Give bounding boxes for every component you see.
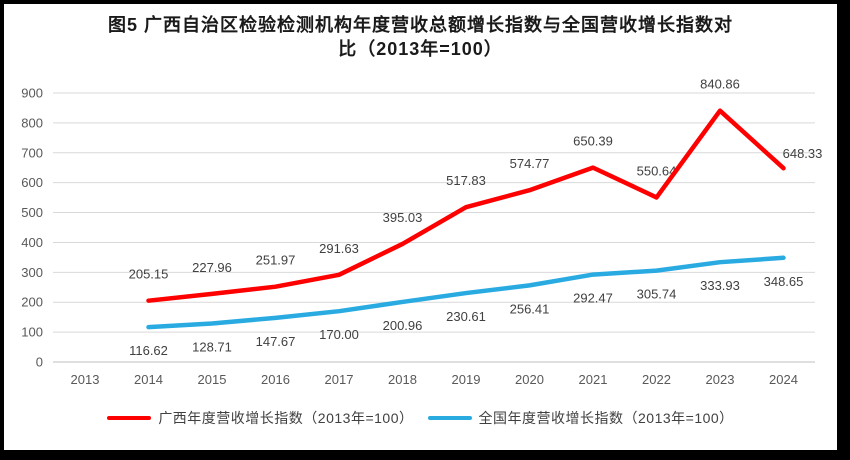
- data-label: 574.77: [510, 156, 550, 171]
- data-label: 128.71: [192, 340, 232, 355]
- x-tick-label: 2020: [515, 372, 544, 387]
- data-label: 348.65: [764, 274, 804, 289]
- data-label: 170.00: [319, 327, 359, 342]
- data-label: 251.97: [256, 253, 296, 268]
- x-tick-label: 2018: [388, 372, 417, 387]
- chart-title-line1: 图5 广西自治区检验检测机构年度营收总额增长指数与全国营收增长指数对: [107, 15, 733, 35]
- y-tick-label: 800: [21, 115, 43, 130]
- y-tick-label: 500: [21, 205, 43, 220]
- legend-label-guangxi: 广西年度营收增长指数（2013年=100）: [158, 410, 414, 426]
- data-label: 227.96: [192, 260, 232, 275]
- legend-item-national: 全国年度营收增长指数（2013年=100）: [427, 408, 734, 428]
- x-tick-label: 2023: [706, 372, 735, 387]
- data-label: 147.67: [256, 334, 296, 349]
- data-label: 291.63: [319, 241, 359, 256]
- chart-title: 图5 广西自治区检验检测机构年度营收总额增长指数与全国营收增长指数对 比（201…: [32, 13, 809, 61]
- data-label: 840.86: [700, 77, 740, 92]
- y-tick-label: 300: [21, 265, 43, 280]
- series-line-0: [146, 108, 786, 303]
- y-tick-label: 100: [21, 325, 43, 340]
- x-tick-label: 2024: [769, 372, 798, 387]
- x-tick-label: 2013: [71, 372, 100, 387]
- x-tick-label: 2019: [452, 372, 481, 387]
- legend-item-guangxi: 广西年度营收增长指数（2013年=100）: [107, 408, 413, 428]
- data-label: 256.41: [510, 301, 550, 316]
- data-label: 205.15: [129, 267, 169, 282]
- y-tick-label: 200: [21, 295, 43, 310]
- y-tick-label: 600: [21, 175, 43, 190]
- data-label: 333.93: [700, 278, 740, 293]
- data-label: 230.61: [446, 309, 486, 324]
- chart-canvas: 图5 广西自治区检验检测机构年度营收总额增长指数与全国营收增长指数对 比（201…: [4, 4, 837, 450]
- data-label: 517.83: [446, 173, 486, 188]
- x-tick-label: 2015: [198, 372, 227, 387]
- x-tick-label: 2016: [261, 372, 290, 387]
- series-line-1: [146, 255, 786, 330]
- legend-line-blue-icon: [427, 415, 472, 421]
- y-tick-label: 900: [21, 86, 43, 101]
- chart-title-line2: 比（2013年=100）: [338, 39, 503, 59]
- data-label: 116.62: [129, 343, 168, 358]
- data-label: 550.64: [637, 163, 677, 178]
- data-label: 200.96: [383, 318, 423, 333]
- data-label: 292.47: [573, 291, 613, 306]
- y-tick-label: 400: [21, 235, 43, 250]
- data-label: 305.74: [637, 287, 677, 302]
- data-label: 395.03: [383, 210, 423, 225]
- x-tick-label: 2022: [642, 372, 671, 387]
- legend-label-national: 全国年度营收增长指数（2013年=100）: [478, 410, 734, 426]
- y-tick-label: 0: [36, 355, 43, 370]
- x-tick-label: 2021: [579, 372, 608, 387]
- legend-line-red-icon: [107, 415, 152, 421]
- x-tick-label: 2017: [325, 372, 354, 387]
- chart-plot: 0 100 200 300 400 500 600 700 800 900 2013 2014 2015…: [21, 77, 823, 387]
- y-tick-label: 700: [21, 145, 43, 160]
- legend: 广西年度营收增长指数（2013年=100） 全国年度营收增长指数（2013年=1…: [4, 408, 837, 428]
- data-label: 648.33: [783, 146, 823, 161]
- x-tick-label: 2014: [134, 372, 163, 387]
- data-label: 650.39: [573, 134, 613, 149]
